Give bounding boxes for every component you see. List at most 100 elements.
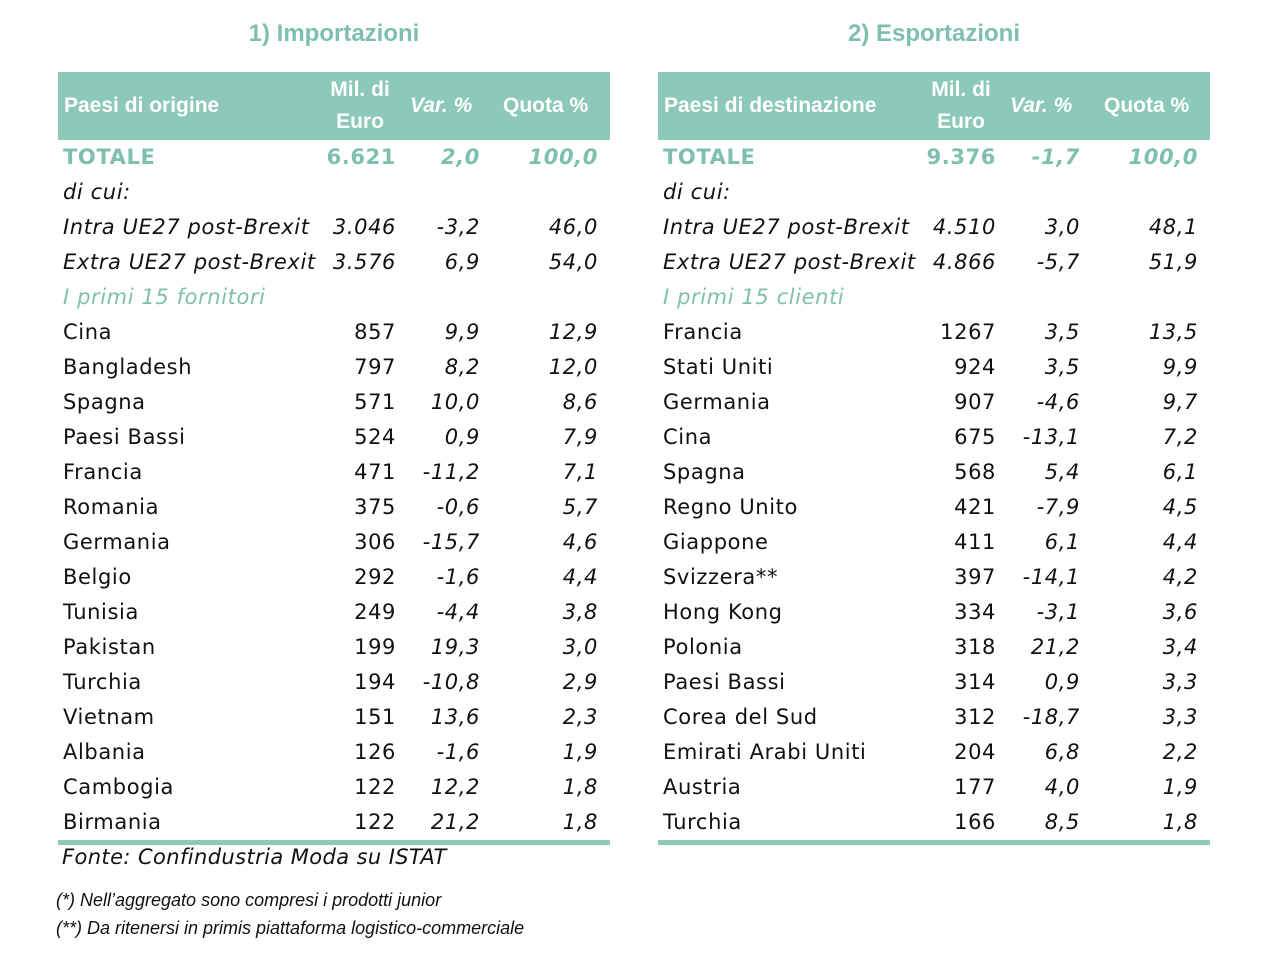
quota-cell: 12,0 [548,355,598,379]
quota-cell: 7,2 [1162,425,1198,449]
mil-cell: 122 [354,775,396,799]
country-cell: Cina [63,320,113,344]
header-mil-euro: Mil. di Euro [911,72,1011,140]
var-cell: 13,6 [430,705,480,729]
total-quota: 100,0 [1128,145,1198,169]
mil-cell: 151 [354,705,396,729]
var-cell: 0,9 [1044,670,1080,694]
quota-cell: 4,4 [1162,530,1198,554]
mil-cell: 249 [354,600,396,624]
var-cell: 0,9 [444,425,480,449]
mil-cell: 857 [354,320,396,344]
header-var: Var. % [1010,94,1073,117]
table-row: Cina 857 9,9 12,9 [58,315,610,350]
country-cell: Regno Unito [663,495,798,519]
intra-mil: 3.046 [332,215,396,239]
country-cell: Cina [663,425,713,449]
quota-cell: 3,3 [1162,670,1198,694]
country-cell: Spagna [63,390,146,414]
quota-cell: 7,9 [562,425,598,449]
quota-cell: 1,9 [562,740,598,764]
var-cell: 3,5 [1044,355,1080,379]
table-row: Birmania 122 21,2 1,8 [58,805,610,840]
quota-cell: 4,4 [562,565,598,589]
var-cell: 21,2 [430,810,480,834]
country-cell: Germania [663,390,771,414]
mil-cell: 194 [354,670,396,694]
country-cell: Giappone [663,530,769,554]
mil-cell: 177 [954,775,996,799]
quota-cell: 13,5 [1148,320,1198,344]
quota-cell: 3,0 [562,635,598,659]
table-row: Cambogia 122 12,2 1,8 [58,770,610,805]
quota-cell: 4,6 [562,530,598,554]
table-row: Francia 471 -11,2 7,1 [58,455,610,490]
var-cell: -1,6 [436,565,480,589]
extra-quota: 54,0 [548,250,598,274]
extra-quota: 51,9 [1148,250,1198,274]
header-country: Paesi di origine [64,94,220,117]
intra-var: -3,2 [436,215,480,239]
var-cell: 9,9 [444,320,480,344]
mil-cell: 314 [954,670,996,694]
intra-label: Intra UE27 post-Brexit [63,215,310,239]
mil-cell: 797 [354,355,396,379]
var-cell: -15,7 [422,530,480,554]
top-label: I primi 15 fornitori [63,285,266,309]
table-row: Hong Kong 334 -3,1 3,6 [658,595,1210,630]
total-mil: 6.621 [326,145,396,169]
total-row: TOTALE 6.621 2,0 100,0 [58,140,610,175]
country-cell: Albania [63,740,146,764]
mil-cell: 524 [354,425,396,449]
footnote-platform: (**) Da ritenersi in primis piattaforma … [56,918,525,938]
extra-mil: 4.866 [932,250,996,274]
table-row: Belgio 292 -1,6 4,4 [58,560,610,595]
var-cell: 6,1 [1044,530,1080,554]
quota-cell: 2,9 [562,670,598,694]
total-label: TOTALE [663,145,756,169]
mil-cell: 907 [954,390,996,414]
quota-cell: 1,9 [1162,775,1198,799]
mil-cell: 568 [954,460,996,484]
var-cell: 8,2 [444,355,480,379]
var-cell: -7,9 [1036,495,1080,519]
table-row: Germania 907 -4,6 9,7 [658,385,1210,420]
intra-quota: 48,1 [1148,215,1198,239]
mil-cell: 306 [354,530,396,554]
dicui-label: di cui: [663,180,731,204]
intra-row: Intra UE27 post-Brexit 3.046 -3,2 46,0 [58,210,610,245]
country-cell: Turchia [63,670,142,694]
var-cell: -0,6 [436,495,480,519]
table-row: Tunisia 249 -4,4 3,8 [58,595,610,630]
quota-cell: 4,2 [1162,565,1198,589]
var-cell: 5,4 [1044,460,1080,484]
quota-cell: 2,3 [562,705,598,729]
table-row: Pakistan 199 19,3 3,0 [58,630,610,665]
exports-title: 2) Esportazioni [847,20,1021,47]
var-cell: 12,2 [430,775,480,799]
extra-label: Extra UE27 post-Brexit [663,250,916,274]
header-mil-line2: Euro [937,110,985,133]
imports-table: Paesi di origine Mil. di Euro Var. % Quot… [58,72,610,845]
country-cell: Emirati Arabi Uniti [663,740,867,764]
mil-cell: 199 [354,635,396,659]
mil-cell: 122 [354,810,396,834]
header-mil-line1: Mil. di [330,78,390,101]
table-row: Romania 375 -0,6 5,7 [58,490,610,525]
country-rows: Cina 857 9,9 12,9 Bangladesh 797 8,2 12,0 Spagna… [58,315,610,840]
quota-cell: 1,8 [562,775,598,799]
mil-cell: 571 [354,390,396,414]
quota-cell: 5,7 [562,495,598,519]
header-mil-line2: Euro [336,110,384,133]
country-cell: Hong Kong [663,600,783,624]
quota-cell: 3,4 [1162,635,1198,659]
mil-cell: 318 [954,635,996,659]
country-cell: Austria [663,775,742,799]
quota-cell: 3,8 [562,600,598,624]
var-cell: -1,6 [436,740,480,764]
top-label: I primi 15 clienti [663,285,845,309]
mil-cell: 411 [954,530,996,554]
country-cell: Paesi Bassi [63,425,186,449]
mil-cell: 126 [354,740,396,764]
dicui-label: di cui: [63,180,131,204]
